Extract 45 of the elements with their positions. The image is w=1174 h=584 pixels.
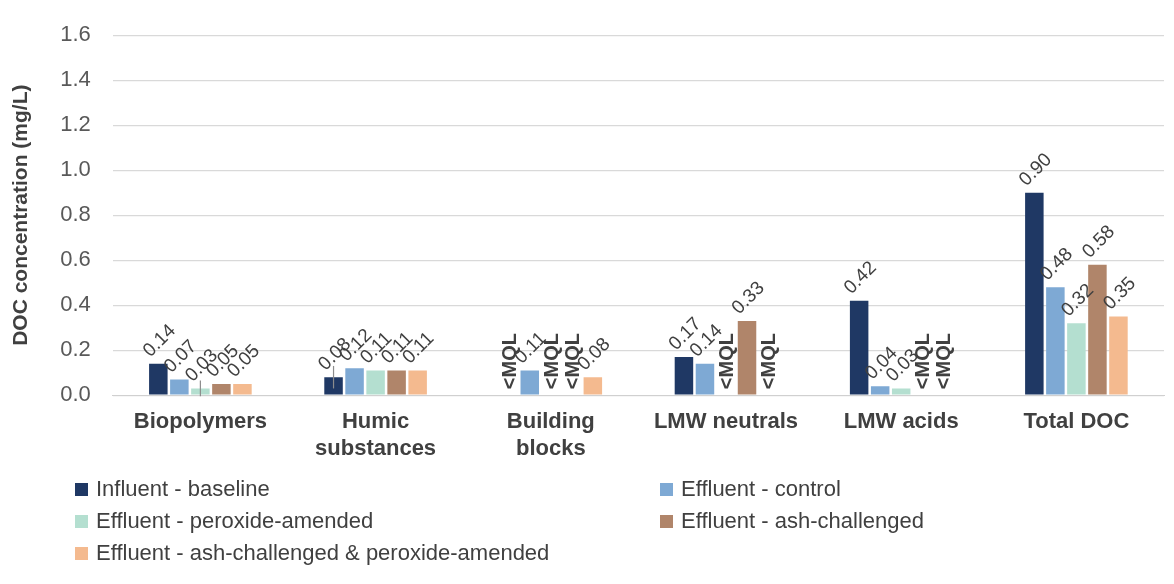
bar [345,368,364,395]
bar [737,320,757,395]
bar [1067,323,1086,395]
y-tick-label: 1.4 [60,66,91,92]
bar [674,356,694,395]
data-label: 0.58 [1077,220,1119,262]
legend-label: Effluent - control [681,476,841,502]
y-tick-label: 0.4 [60,291,91,317]
y-tick-label: 1.0 [60,156,91,182]
legend-label: Effluent - ash-challenged [681,508,924,534]
y-tick-label: 1.2 [60,111,91,137]
text: <MQL [757,333,780,390]
y-tick-label: 0.0 [60,381,91,407]
bar [366,370,385,395]
y-tick-label: 1.6 [60,21,91,47]
legend-label: Influent - baseline [96,476,270,502]
bar [233,383,252,395]
x-tick-label: Biopolymers [133,408,268,434]
bar [891,388,911,395]
x-tick-label: LMW neutrals [653,408,799,434]
bar [191,388,210,395]
x-tick-label: Total DOC [1023,408,1130,434]
text: <MQL [932,333,955,390]
legend-label: Effluent - ash-challenged & peroxide-amended [96,540,550,566]
bar [583,377,603,395]
x-tick-label: Humic substances [315,408,437,460]
x-tick-label: LMW acids [843,408,959,434]
bar [324,377,343,395]
bar [387,370,406,395]
data-label: 0.42 [839,256,881,298]
legend-label: Effluent - peroxide-amended [96,508,374,534]
y-tick-label: 0.2 [60,336,91,362]
x-tick-label: Building blocks [506,408,595,460]
data-label: 0.90 [1014,148,1056,190]
bar [170,379,189,395]
bar [520,370,540,395]
y-tick-label: 0.6 [60,246,91,272]
bar [408,370,427,395]
bar [212,383,231,395]
y-tick-label: 0.8 [60,201,91,227]
bar [870,386,890,395]
bar [695,363,715,395]
data-label: 0.33 [727,276,768,318]
y-axis-title: DOC concentration (mg/L) [8,84,32,346]
bar [1109,316,1128,395]
